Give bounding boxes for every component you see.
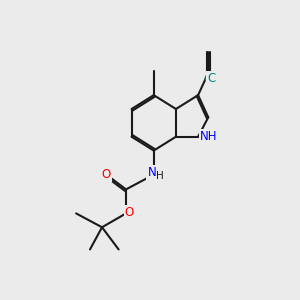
Text: H: H — [156, 170, 164, 181]
Text: N: N — [148, 166, 156, 179]
Text: O: O — [125, 206, 134, 219]
Text: C: C — [207, 72, 215, 85]
Text: H: H — [156, 170, 164, 181]
Text: C: C — [207, 72, 215, 85]
Text: NH: NH — [200, 130, 218, 143]
Text: NH: NH — [200, 130, 218, 143]
Text: C: C — [203, 73, 212, 86]
Text: O: O — [101, 168, 111, 181]
Text: O: O — [125, 206, 134, 219]
Text: NH: NH — [200, 130, 218, 143]
Text: N: N — [148, 166, 156, 179]
Text: O: O — [101, 168, 111, 181]
